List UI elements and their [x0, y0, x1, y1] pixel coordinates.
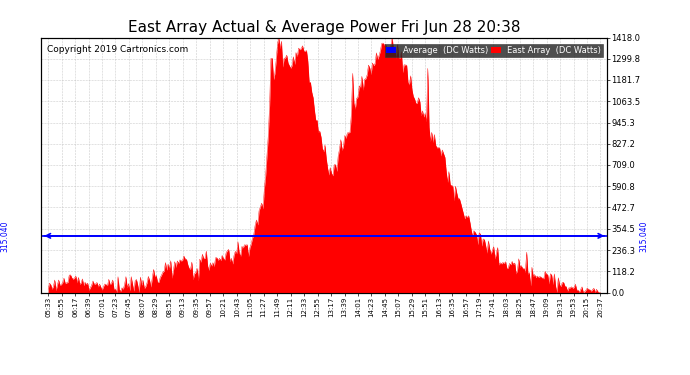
Text: Copyright 2019 Cartronics.com: Copyright 2019 Cartronics.com — [47, 45, 188, 54]
Legend: Average  (DC Watts), East Array  (DC Watts): Average (DC Watts), East Array (DC Watts… — [385, 44, 603, 57]
Text: 315.040: 315.040 — [0, 220, 9, 252]
Title: East Array Actual & Average Power Fri Jun 28 20:38: East Array Actual & Average Power Fri Ju… — [128, 20, 520, 35]
Text: 315.040: 315.040 — [640, 220, 649, 252]
